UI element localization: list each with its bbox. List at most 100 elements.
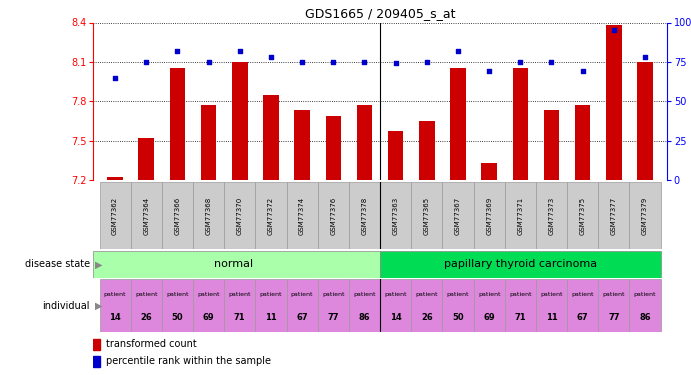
Point [453, 48, 464, 54]
Text: GSM77374: GSM77374 [299, 196, 305, 235]
Text: 50: 50 [171, 313, 183, 322]
Point [577, 68, 588, 74]
Bar [536, 182, 567, 249]
Point [422, 59, 433, 65]
Text: 11: 11 [546, 313, 558, 322]
Text: patient: patient [229, 292, 251, 297]
Point [359, 59, 370, 65]
Point [328, 59, 339, 65]
Text: 69: 69 [483, 313, 495, 322]
Point [390, 60, 401, 66]
Bar [138, 138, 154, 180]
Bar [318, 279, 349, 332]
Bar [224, 182, 256, 249]
Point [265, 54, 276, 60]
Bar [411, 279, 442, 332]
Bar [263, 95, 278, 180]
Text: GSM77371: GSM77371 [518, 196, 523, 235]
Bar [536, 279, 567, 332]
Bar [131, 279, 162, 332]
Point [234, 48, 245, 54]
Bar [504, 279, 536, 332]
Bar [380, 279, 411, 332]
Text: patient: patient [322, 292, 345, 297]
Text: patient: patient [603, 292, 625, 297]
Bar [419, 121, 435, 180]
Text: patient: patient [571, 292, 594, 297]
Bar [256, 279, 287, 332]
Bar [606, 25, 622, 180]
Bar [598, 182, 630, 249]
Text: patient: patient [167, 292, 189, 297]
Point [203, 59, 214, 65]
Text: GSM77364: GSM77364 [143, 196, 149, 235]
Bar [294, 110, 310, 180]
Text: patient: patient [478, 292, 500, 297]
Bar [630, 182, 661, 249]
Text: 67: 67 [296, 313, 308, 322]
Bar [567, 279, 598, 332]
Point [484, 68, 495, 74]
Bar [287, 182, 318, 249]
Bar [380, 251, 661, 278]
Bar [504, 182, 536, 249]
Bar [100, 279, 131, 332]
Text: GSM77362: GSM77362 [112, 196, 118, 235]
Text: GSM77363: GSM77363 [392, 196, 399, 235]
Bar [637, 62, 653, 180]
Text: GSM77368: GSM77368 [206, 196, 211, 235]
Text: patient: patient [353, 292, 376, 297]
Bar [256, 182, 287, 249]
Point [515, 59, 526, 65]
Bar [287, 279, 318, 332]
Bar [349, 279, 380, 332]
Text: GSM77376: GSM77376 [330, 196, 337, 235]
Point [296, 59, 307, 65]
Bar [575, 105, 590, 180]
Text: GSM77365: GSM77365 [424, 196, 430, 235]
Text: 71: 71 [515, 313, 526, 322]
Bar [193, 279, 224, 332]
Bar [544, 110, 559, 180]
Point [141, 59, 152, 65]
Bar [357, 105, 372, 180]
Text: patient: patient [509, 292, 531, 297]
Text: normal: normal [214, 260, 253, 269]
Text: 26: 26 [421, 313, 433, 322]
Bar [482, 163, 497, 180]
Text: 86: 86 [359, 313, 370, 322]
Text: patient: patient [415, 292, 438, 297]
Bar [473, 182, 504, 249]
Bar [170, 68, 185, 180]
Point [110, 75, 121, 81]
Bar [442, 182, 473, 249]
Bar [450, 68, 466, 180]
Text: GSM77367: GSM77367 [455, 196, 461, 235]
Text: papillary thyroid carcinoma: papillary thyroid carcinoma [444, 260, 597, 269]
Text: transformed count: transformed count [106, 339, 197, 349]
Text: 71: 71 [234, 313, 245, 322]
Text: GSM77378: GSM77378 [361, 196, 368, 235]
Text: patient: patient [446, 292, 469, 297]
Text: GSM77370: GSM77370 [237, 196, 243, 235]
Bar [411, 182, 442, 249]
Point [639, 54, 650, 60]
Point [172, 48, 183, 54]
Text: patient: patient [384, 292, 407, 297]
Bar [380, 182, 411, 249]
Bar [598, 279, 630, 332]
Text: disease state: disease state [25, 260, 90, 269]
Bar [193, 182, 224, 249]
Text: 26: 26 [140, 313, 152, 322]
Bar [162, 279, 193, 332]
Text: GSM77372: GSM77372 [268, 196, 274, 235]
Text: 77: 77 [328, 313, 339, 322]
Text: patient: patient [291, 292, 314, 297]
Text: GSM77375: GSM77375 [580, 196, 586, 235]
Bar [93, 339, 100, 350]
Text: GSM77377: GSM77377 [611, 196, 617, 235]
Point [546, 59, 557, 65]
Bar [388, 132, 404, 180]
Bar [100, 182, 131, 249]
Bar [325, 116, 341, 180]
